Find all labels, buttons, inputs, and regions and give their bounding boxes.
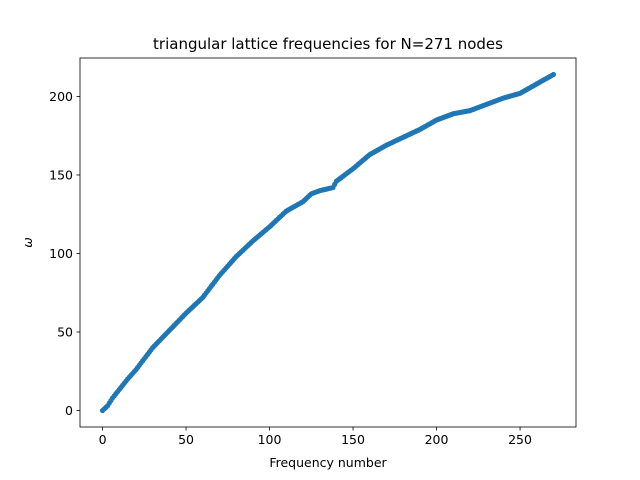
y-tick-label: 50 <box>57 325 73 340</box>
plot-frame <box>79 57 577 428</box>
y-tick-label: 100 <box>49 246 73 261</box>
y-tick-label: 200 <box>49 89 73 104</box>
y-axis-label: ω <box>20 237 35 247</box>
x-tick-label: 100 <box>258 432 282 447</box>
x-tick-label: 50 <box>178 432 194 447</box>
x-tick-label: 0 <box>99 432 107 447</box>
series-points <box>99 71 557 414</box>
data-point <box>550 71 557 78</box>
x-axis: 0 50 100 150 200 250 <box>99 427 532 447</box>
x-tick-label: 250 <box>508 432 532 447</box>
x-tick-label: 150 <box>341 432 365 447</box>
x-axis-label: Frequency number <box>269 455 387 470</box>
y-tick-label: 150 <box>49 167 73 182</box>
y-axis: 0 50 100 150 200 <box>49 89 80 418</box>
x-tick-label: 200 <box>425 432 449 447</box>
chart-title: triangular lattice frequencies for N=271… <box>153 35 503 53</box>
y-tick-label: 0 <box>65 403 73 418</box>
plot-area <box>79 57 577 428</box>
